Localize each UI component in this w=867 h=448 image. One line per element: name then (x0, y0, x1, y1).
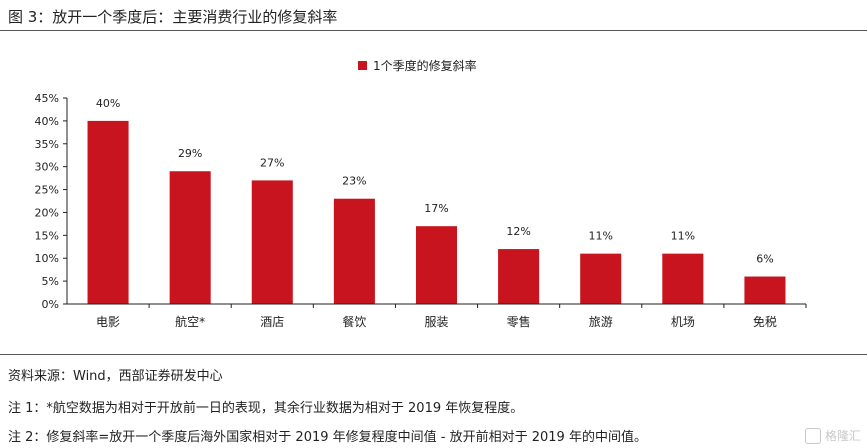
x-tick-label: 酒店 (260, 315, 284, 329)
bar (580, 253, 622, 304)
x-tick-label: 电影 (96, 315, 120, 329)
y-tick-label: 25% (35, 184, 59, 197)
y-tick-label: 20% (35, 206, 59, 219)
legend-swatch (358, 61, 367, 70)
data-label: 11% (588, 230, 612, 243)
x-tick-label: 免税 (753, 314, 777, 329)
x-tick-label: 旅游 (589, 315, 613, 329)
legend-label: 1个季度的修复斜率 (373, 58, 477, 73)
bar (169, 171, 211, 304)
y-axis: 0% 5% 10% 15% 20% 25% 30% 35% 40% 45% (35, 92, 68, 311)
bar (333, 198, 375, 304)
chart-legend: 1个季度的修复斜率 (358, 58, 477, 73)
y-tick-label: 10% (35, 252, 59, 265)
footnote-1: 注 1：*航空数据为相对于开放前一日的表现，其余行业数据为相对于 2019 年恢… (8, 401, 524, 416)
data-label: 6% (756, 253, 773, 266)
y-tick-label: 30% (35, 161, 59, 174)
y-tick-label: 35% (35, 138, 59, 151)
watermark: 格隆汇 (804, 427, 861, 444)
y-tick-label: 15% (35, 229, 59, 242)
bar (415, 226, 458, 304)
footnote-2: 注 2：修复斜率=放开一个季度后海外国家相对于 2019 年修复程度中间值 - … (8, 430, 647, 445)
y-tick-label: 40% (35, 115, 59, 128)
x-tick-label: 服装 (424, 315, 448, 329)
y-tick-label: 0% (42, 298, 59, 311)
bar (744, 276, 786, 304)
data-label: 23% (342, 175, 366, 188)
y-tick-label: 5% (42, 275, 59, 288)
bar (498, 249, 540, 304)
y-tick-label: 45% (35, 92, 59, 105)
watermark-text: 格隆汇 (824, 429, 861, 443)
data-label: 40% (96, 97, 120, 110)
data-label: 12% (506, 225, 530, 238)
notes-divider (0, 354, 867, 355)
bar (662, 253, 704, 304)
data-label: 11% (671, 230, 695, 243)
figure-title: 图 3：放开一个季度后：主要消费行业的修复斜率 (8, 8, 338, 26)
data-label: 17% (424, 202, 448, 215)
bar-chart: 1个季度的修复斜率 0% 5% 10% 15% 20% 25% 30% 35% 40% 45% 4… (35, 58, 807, 329)
source-note: 资料来源：Wind，西部证券研发中心 (8, 369, 223, 384)
bars-group: 40% 29% 27% 23% 17% 12% 11% 11% 6% (87, 97, 786, 304)
data-label: 27% (260, 156, 284, 169)
x-axis: 电影 航空* 酒店 餐饮 服装 零售 旅游 机场 免税 (67, 303, 807, 329)
x-tick-label: 餐饮 (342, 314, 366, 329)
x-tick-label: 零售 (507, 314, 531, 329)
x-tick-label: 航空* (175, 314, 205, 329)
title-divider (0, 30, 867, 31)
bar (87, 120, 129, 304)
watermark-logo-icon (804, 427, 821, 444)
data-label: 29% (178, 147, 202, 160)
x-tick-label: 机场 (671, 315, 695, 329)
bar (251, 180, 293, 304)
